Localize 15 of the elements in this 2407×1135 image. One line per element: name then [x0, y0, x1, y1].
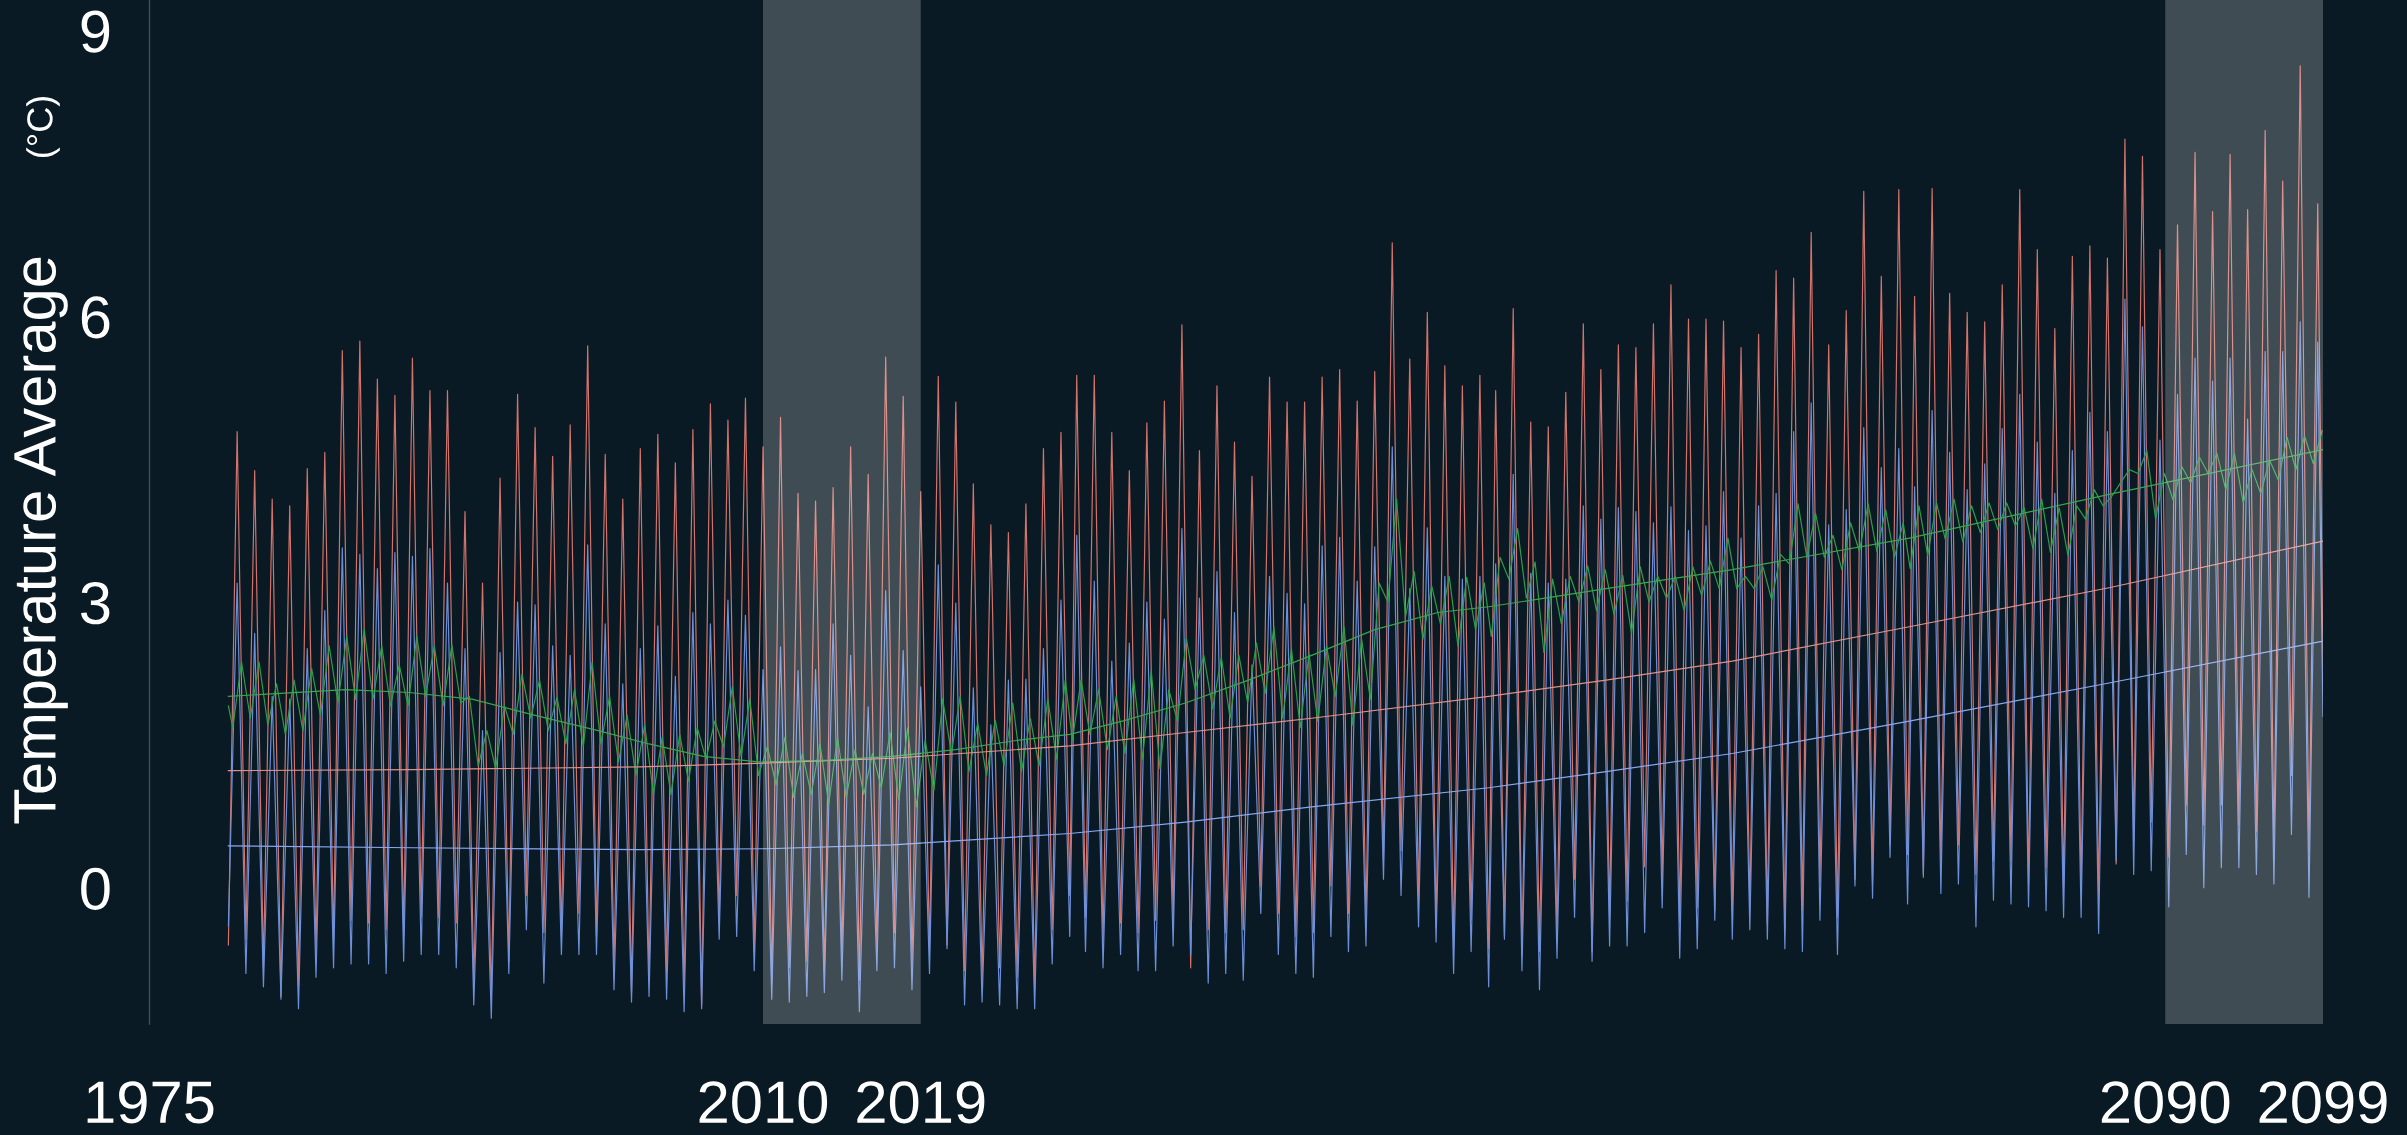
x-tick-label: 2019: [857, 1081, 985, 1124]
text: (°C): [26, 96, 60, 158]
line-series: [227, 540, 2323, 772]
x-tick-label: 2099: [2259, 1081, 2387, 1124]
y-tick-label: 9: [81, 10, 110, 53]
line-series: [227, 298, 2323, 1019]
y-tick-label: 0: [81, 867, 110, 911]
x-tick-label: 2090: [2101, 1081, 2230, 1124]
x-tick-label: 1975: [87, 1081, 214, 1124]
y-axis-title: Temperature Average: [14, 257, 68, 824]
y-tick-label: 3: [81, 581, 110, 625]
line-series: [227, 640, 2323, 851]
line-series: [227, 429, 2323, 808]
y-tick-label: 6: [81, 296, 110, 339]
x-tick-label: 2010: [699, 1081, 828, 1124]
